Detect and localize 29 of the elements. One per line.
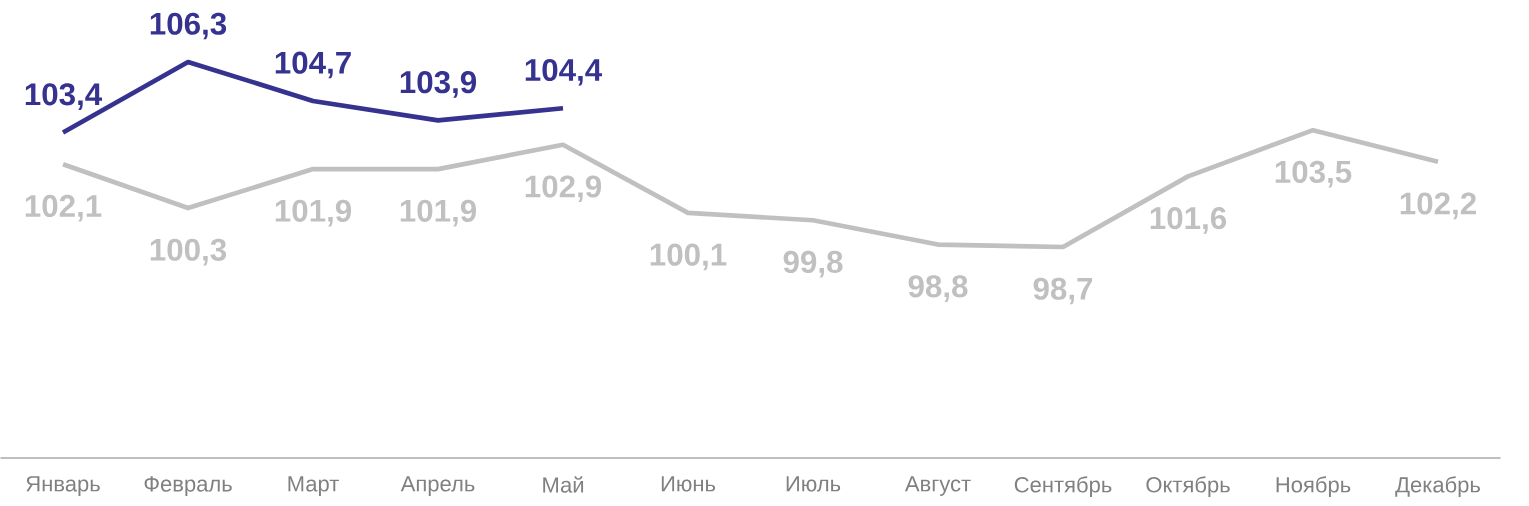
x-tick-label: Ноябрь [1276, 476, 1351, 497]
x-tick-label: Февраль [144, 476, 232, 497]
x-tick-label: Июль [786, 476, 841, 492]
data-label: 101,6 [1150, 207, 1227, 234]
x-tick-label: Декабрь [1395, 476, 1480, 497]
data-label: 98,7 [1033, 277, 1093, 305]
data-label: 102,2 [1400, 192, 1476, 220]
x-tick-label: Июнь [661, 476, 716, 492]
data-label: 99,8 [783, 250, 843, 278]
data-label: 100,1 [650, 243, 727, 271]
data-label: 103,4 [25, 83, 103, 110]
x-tick-label: Январь [26, 476, 100, 496]
data-label: 100,3 [150, 238, 227, 266]
data-label: 102,1 [25, 194, 102, 222]
data-label: 103,9 [400, 71, 477, 98]
data-label: 101,9 [275, 199, 352, 227]
x-tick-label: Май [543, 476, 584, 493]
x-tick-label: Август [904, 476, 971, 496]
data-label: 104,7 [275, 51, 351, 79]
x-tick-label: Апрель [400, 476, 475, 496]
data-label: 103,5 [1275, 160, 1352, 188]
data-label: 106,3 [150, 12, 227, 40]
data-label: 101,9 [400, 199, 477, 227]
data-label: 102,9 [525, 175, 602, 203]
x-tick-label: Сентябрь [1014, 476, 1112, 497]
x-tick-label: Март [288, 476, 339, 496]
x-tick-label: Октябрь [1146, 476, 1230, 497]
data-label: 104,4 [525, 58, 603, 86]
data-label: 98,8 [908, 275, 968, 302]
